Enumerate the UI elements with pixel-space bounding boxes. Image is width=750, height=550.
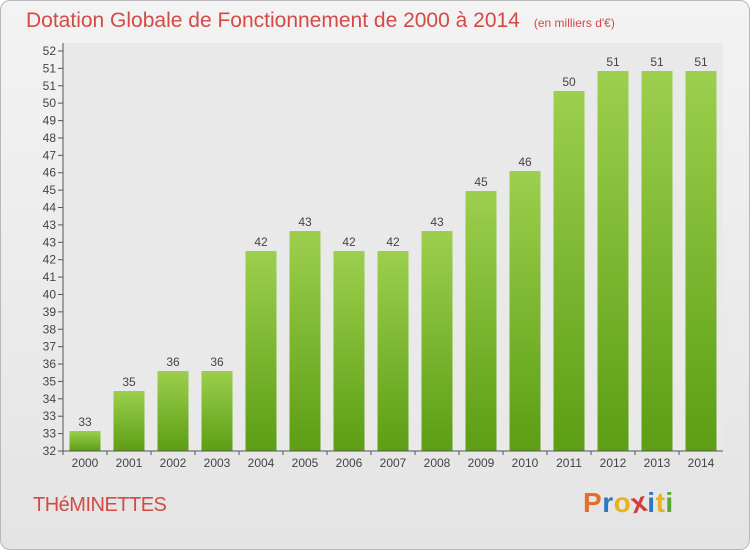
x-tick-label: 2010 [512,456,539,470]
y-tick-label: 51 [43,61,57,75]
bar [465,191,497,451]
bar [553,91,585,451]
bar [509,171,541,451]
data-label: 51 [606,55,620,69]
data-label: 43 [430,215,444,229]
x-tick-label: 2006 [336,456,363,470]
y-tick-label: 36 [43,357,57,371]
data-label: 45 [474,175,488,189]
brand-letter: i [665,487,674,518]
y-tick-label: 46 [43,166,57,180]
y-tick-label: 43 [43,235,57,249]
data-label: 42 [342,235,356,249]
bar [113,391,145,451]
x-tick-label: 2014 [688,456,715,470]
x-tick-label: 2009 [468,456,495,470]
y-tick-label: 33 [43,427,57,441]
brand-letter: r [602,487,614,518]
y-tick-label: 43 [43,218,57,232]
y-tick-label: 42 [43,253,57,267]
x-tick-label: 2004 [248,456,275,470]
bar [69,431,101,451]
x-tick-label: 2005 [292,456,319,470]
y-tick-label: 35 [43,374,57,388]
data-label: 33 [78,415,92,429]
bar [201,371,233,451]
y-tick-label: 33 [43,409,57,423]
data-label: 46 [518,155,532,169]
bar [685,71,717,451]
y-tick-label: 51 [43,79,57,93]
y-tick-label: 47 [43,148,57,162]
y-tick-label: 49 [43,114,57,128]
x-tick-label: 2000 [72,456,99,470]
y-tick-label: 40 [43,287,57,301]
bar [421,231,453,451]
brand-letter: t [655,487,666,518]
x-tick-label: 2012 [600,456,627,470]
brand-letter: o [613,487,632,518]
y-tick-label: 45 [43,183,57,197]
bar [289,231,321,451]
x-tick-label: 2003 [204,456,231,470]
y-tick-label: 37 [43,340,57,354]
y-tick-label: 48 [43,131,57,145]
y-tick-label: 50 [43,96,57,110]
bar [597,71,629,451]
data-label: 51 [650,55,664,69]
x-tick-label: 2008 [424,456,451,470]
chart-subtitle: (en milliers d'€) [533,16,615,30]
bar [333,251,365,451]
bar [641,71,673,451]
x-tick-label: 2011 [556,456,582,470]
data-label: 42 [386,235,400,249]
y-tick-label: 52 [43,44,57,58]
y-tick-label: 34 [43,392,57,406]
bar [157,371,189,451]
data-label: 35 [122,375,136,389]
brand-logo: Proxiti [583,486,674,520]
data-label: 42 [254,235,268,249]
y-tick-label: 39 [43,305,57,319]
x-tick-label: 2013 [644,456,671,470]
x-tick-label: 2002 [160,456,187,470]
y-tick-label: 41 [43,270,57,284]
y-tick-label: 38 [43,322,57,336]
town-name: THéMINETTES [33,494,167,516]
brand-letter: i [647,487,656,518]
y-tick-label: 32 [43,444,57,458]
y-tick-label: 44 [43,201,57,215]
brand-letter: P [583,487,603,518]
data-label: 51 [694,55,708,69]
data-label: 50 [562,75,576,89]
x-tick-label: 2001 [116,456,143,470]
bar [245,251,277,451]
x-tick-label: 2007 [380,456,407,470]
data-label: 43 [298,215,312,229]
data-label: 36 [210,355,224,369]
chart-title: Dotation Globale de Fonctionnement de 20… [26,9,615,33]
bar [377,251,409,451]
chart-title-text: Dotation Globale de Fonctionnement de 20… [26,9,520,32]
data-label: 36 [166,355,180,369]
